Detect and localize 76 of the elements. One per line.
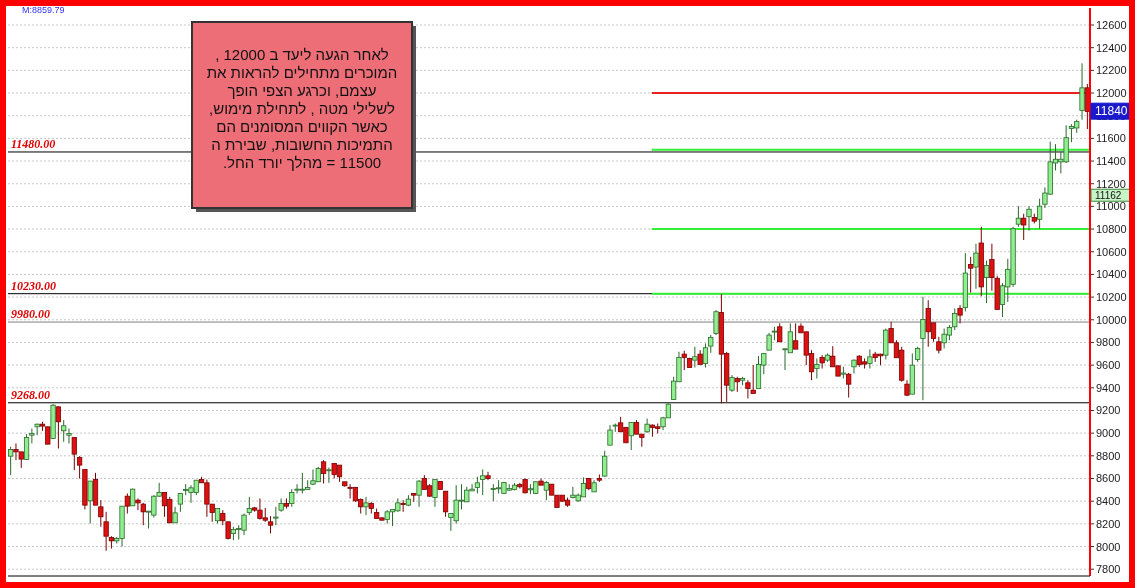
candlestick bbox=[23, 433, 30, 460]
candlestick bbox=[814, 357, 820, 379]
candlestick bbox=[851, 358, 857, 375]
y-tick-label: 9600 bbox=[1096, 359, 1121, 372]
y-tick-label: 12400 bbox=[1096, 41, 1127, 54]
candlestick bbox=[952, 307, 958, 331]
y-tick-label: 9400 bbox=[1096, 381, 1121, 394]
candlestick bbox=[1079, 62, 1085, 121]
candlestick bbox=[61, 419, 67, 443]
candlestick bbox=[442, 490, 449, 518]
candlestick bbox=[983, 260, 990, 304]
candlestick bbox=[87, 480, 93, 525]
candlestick bbox=[602, 450, 608, 478]
candlestick bbox=[628, 421, 634, 451]
y-tick-label: 8200 bbox=[1096, 517, 1121, 530]
ref-line-label: 10230.00 bbox=[11, 278, 56, 293]
y-tick-label: 8400 bbox=[1096, 495, 1121, 508]
candlestick bbox=[273, 506, 279, 526]
candlestick bbox=[416, 479, 422, 508]
candlestick bbox=[957, 304, 963, 324]
y-tick-label: 8800 bbox=[1096, 449, 1121, 462]
y-tick-label: 8000 bbox=[1096, 540, 1121, 553]
y-tick-label: 9200 bbox=[1096, 404, 1121, 417]
candlestick bbox=[692, 346, 698, 369]
y-tick-label: 10000 bbox=[1096, 313, 1127, 326]
y-tick-label: 10400 bbox=[1096, 268, 1127, 281]
candlestick bbox=[29, 428, 35, 444]
ref-line-label: 9980.00 bbox=[11, 307, 50, 322]
candlestick bbox=[400, 499, 406, 513]
candlestick bbox=[681, 350, 687, 371]
y-tick-label: 7800 bbox=[1096, 563, 1121, 576]
candlestick bbox=[177, 492, 183, 513]
candlestick bbox=[713, 309, 719, 336]
text: 11162 bbox=[1095, 190, 1122, 202]
candlestick bbox=[55, 405, 61, 449]
y-tick-label: 10600 bbox=[1096, 245, 1127, 258]
y-tick-label: 8600 bbox=[1096, 472, 1121, 485]
y-tick-label: 9000 bbox=[1096, 427, 1121, 440]
y-tick-label: 10200 bbox=[1096, 291, 1127, 304]
ref-line-label: 9268.00 bbox=[11, 387, 50, 402]
candlestick bbox=[1026, 205, 1032, 232]
candlestick bbox=[71, 436, 77, 471]
candlestick bbox=[777, 322, 783, 343]
y-tick-label: 11000 bbox=[1096, 200, 1126, 213]
candlestick bbox=[973, 243, 979, 290]
y-tick-label: 11200 bbox=[1096, 177, 1126, 190]
candlestick bbox=[8, 446, 14, 476]
candlestick bbox=[480, 468, 486, 496]
candlestick bbox=[968, 256, 974, 294]
y-tick-label: 9800 bbox=[1096, 336, 1121, 349]
candlestick bbox=[920, 296, 926, 401]
annotation: 11840 bbox=[1095, 104, 1128, 119]
candlestick bbox=[124, 492, 130, 515]
candlestick bbox=[326, 467, 332, 484]
candlestick bbox=[543, 480, 549, 501]
candlestick bbox=[1015, 205, 1021, 228]
candlestick bbox=[320, 459, 327, 484]
candlestick bbox=[793, 322, 799, 350]
candlestick bbox=[846, 372, 852, 399]
candlestick bbox=[77, 455, 83, 479]
candlestick bbox=[432, 479, 438, 508]
y-tick-label: 11600 bbox=[1096, 132, 1126, 145]
y-tick-label: 12600 bbox=[1096, 19, 1127, 32]
candlestick bbox=[1084, 83, 1090, 130]
y-tick-label: 11400 bbox=[1096, 155, 1126, 168]
candlestick bbox=[702, 342, 709, 369]
candlestick bbox=[485, 471, 491, 481]
y-tick-label: 12000 bbox=[1096, 87, 1127, 100]
y-tick-label: 12200 bbox=[1096, 64, 1127, 77]
annotation: M:8859.79 bbox=[22, 5, 65, 15]
candlestick bbox=[867, 348, 873, 370]
candlestick bbox=[1021, 213, 1027, 241]
candlestick bbox=[363, 496, 369, 516]
y-tick-label: 10800 bbox=[1096, 223, 1127, 236]
candlestick bbox=[1037, 198, 1043, 230]
ref-line-label: 11480.00 bbox=[11, 136, 56, 151]
